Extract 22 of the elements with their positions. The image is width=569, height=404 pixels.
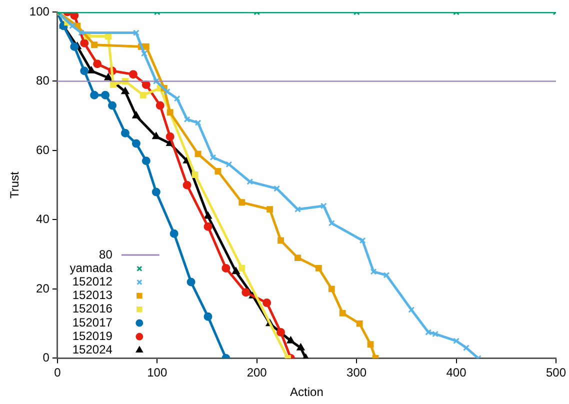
x-tick-label: 100: [147, 366, 168, 380]
legend-label: 152013: [72, 288, 113, 302]
legend-label: yamada: [70, 260, 113, 275]
legend-label: 152017: [72, 315, 113, 330]
x-tick-label: 300: [346, 366, 367, 380]
y-tick-label: 0: [42, 350, 50, 365]
y-tick-label: 20: [36, 281, 50, 296]
legend-label: 152012: [72, 274, 113, 289]
legend-label: 152016: [72, 302, 113, 316]
x-tick-label: 0: [54, 366, 62, 380]
x-tick-label: 200: [246, 366, 268, 380]
y-tick-label: 100: [29, 4, 50, 18]
y-tick-label: 60: [36, 142, 50, 157]
x-tick-label: 400: [446, 366, 467, 380]
y-tick-label: 80: [36, 74, 50, 88]
y-axis-title: Trust: [8, 170, 22, 199]
legend-label: 152024: [72, 342, 113, 357]
legend-label: 152019: [72, 328, 113, 343]
x-tick-label: 500: [546, 366, 566, 380]
y-tick-label: 40: [36, 212, 50, 226]
legend-label: 80: [99, 247, 113, 262]
x-axis-title: Action: [290, 385, 324, 400]
